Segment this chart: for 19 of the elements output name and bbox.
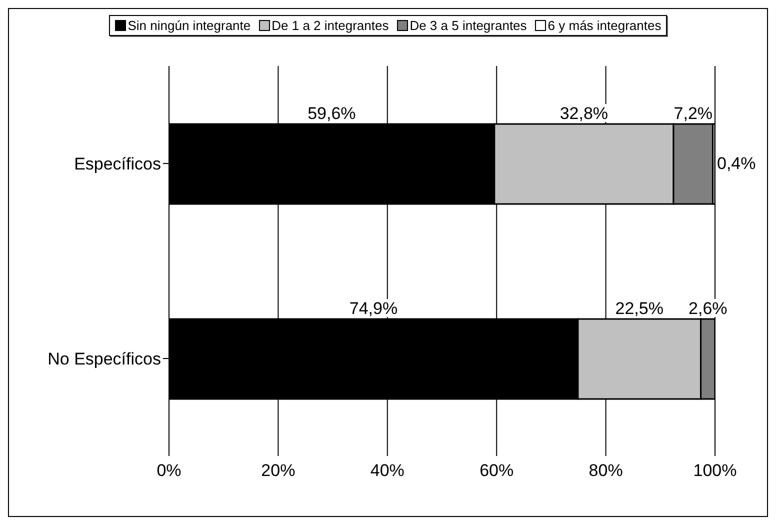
data-label: 22,5%	[615, 299, 664, 318]
legend-label: Sin ningún integrante	[128, 18, 251, 33]
legend-label: 6 y más integrantes	[548, 18, 662, 33]
y-tick-label: No Específicos	[48, 350, 161, 369]
legend-label: De 1 a 2 integrantes	[272, 18, 389, 33]
data-label: 74,9%	[349, 299, 398, 318]
x-tick-label: 80%	[588, 461, 623, 480]
legend-label: De 3 a 5 integrantes	[410, 18, 527, 33]
data-label: 0,4%	[717, 154, 756, 173]
data-label: 7,2%	[674, 104, 713, 123]
data-label: 32,8%	[560, 104, 608, 123]
x-tick-label: 100%	[693, 461, 737, 480]
y-tick-label: Específicos	[74, 154, 161, 174]
x-tick-label: 60%	[480, 461, 514, 480]
x-tick-label: 0%	[156, 461, 182, 480]
x-tick-label: 40%	[370, 461, 404, 480]
x-tick-label: 20%	[261, 461, 296, 480]
data-label: 2,6%	[688, 299, 728, 318]
data-label: 59,6%	[308, 104, 356, 123]
